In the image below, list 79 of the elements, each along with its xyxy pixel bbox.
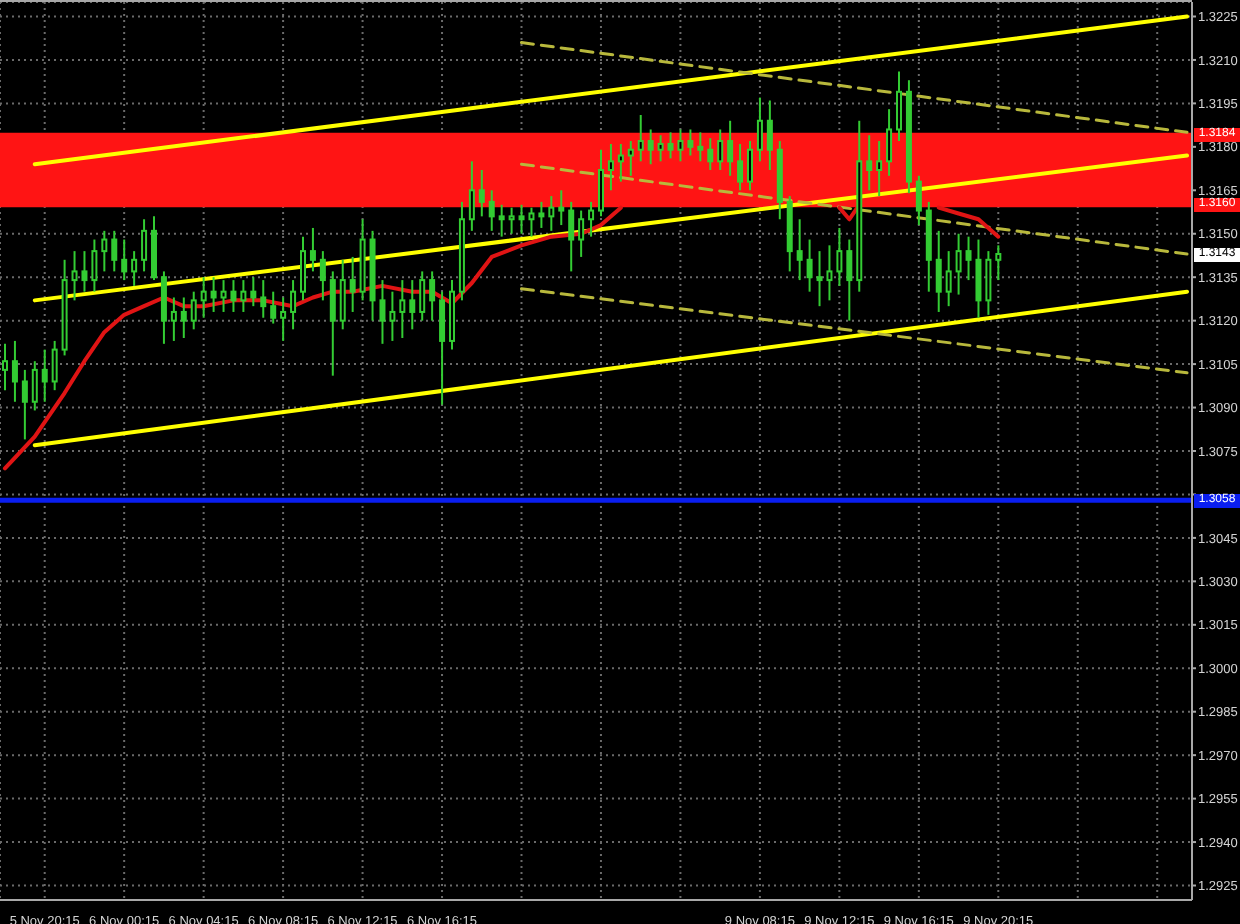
candlestick — [250, 276, 257, 308]
candlestick — [558, 189, 565, 227]
candlestick — [111, 229, 118, 273]
candlestick — [419, 270, 426, 322]
candlestick — [647, 128, 654, 166]
candlestick — [697, 131, 704, 163]
candlestick — [21, 368, 28, 441]
candlestick — [945, 250, 952, 308]
candlestick — [429, 270, 436, 322]
candlestick — [339, 258, 346, 331]
candlestick — [349, 255, 356, 313]
candlestick — [756, 96, 763, 163]
candlestick — [935, 229, 942, 313]
candlestick — [766, 99, 773, 172]
candlestick — [160, 270, 167, 345]
candlestick — [995, 244, 1002, 282]
candlestick — [260, 279, 267, 319]
line-series — [2, 205, 623, 471]
candlestick — [91, 238, 98, 293]
candlestick — [210, 276, 217, 313]
candlestick — [141, 218, 148, 273]
candlestick — [955, 232, 962, 296]
candlestick — [806, 238, 813, 293]
candlestick — [488, 189, 495, 232]
candlestick — [270, 290, 277, 325]
candlestick — [637, 113, 644, 163]
candlestick — [498, 203, 505, 238]
candlestick — [131, 250, 138, 287]
candlestick — [737, 142, 744, 192]
candlestick — [687, 128, 694, 157]
candlestick — [627, 140, 634, 177]
candlestick — [319, 250, 326, 302]
candlestick — [866, 134, 873, 192]
candlestick — [548, 195, 555, 232]
candlestick — [985, 250, 992, 316]
candlestick — [717, 128, 724, 172]
candlestick — [727, 119, 734, 177]
candlestick — [468, 160, 475, 232]
candlestick — [747, 140, 753, 192]
candlestick — [439, 290, 446, 406]
candlestick — [11, 339, 18, 403]
candlestick — [190, 290, 197, 331]
candlestick — [617, 142, 624, 183]
candlestick — [876, 140, 883, 198]
candlestick — [31, 360, 38, 412]
candlestick — [170, 296, 177, 342]
candlestick — [101, 229, 108, 273]
candlestick — [607, 142, 614, 192]
candlestick — [200, 276, 207, 319]
candlestick — [399, 279, 406, 340]
candlestick — [896, 70, 902, 143]
candlestick — [796, 218, 803, 282]
candlestick — [538, 200, 545, 229]
candlestick — [578, 209, 585, 258]
candlestick — [389, 290, 396, 342]
candlestick — [309, 226, 316, 273]
candlestick — [915, 174, 922, 227]
candlestick — [836, 226, 843, 287]
candlestick — [290, 279, 297, 331]
candlestick — [409, 279, 416, 331]
candlestick — [846, 238, 853, 322]
candlestick — [280, 296, 287, 342]
candlestick — [51, 339, 58, 392]
candlestick — [568, 200, 575, 273]
candlestick — [478, 169, 485, 218]
candlestick — [41, 348, 48, 403]
candlestick — [240, 279, 247, 313]
line-series — [936, 205, 1001, 239]
candlestick — [598, 148, 604, 218]
candlestick — [180, 296, 187, 340]
candlestick — [300, 235, 306, 302]
candlestick — [151, 215, 157, 282]
candlestick — [886, 108, 893, 177]
candlestick — [588, 200, 595, 238]
candlestick — [329, 270, 336, 377]
candlestick — [508, 206, 515, 235]
candlestick — [657, 134, 664, 163]
candlestick — [707, 137, 714, 172]
candlestick — [121, 238, 128, 282]
